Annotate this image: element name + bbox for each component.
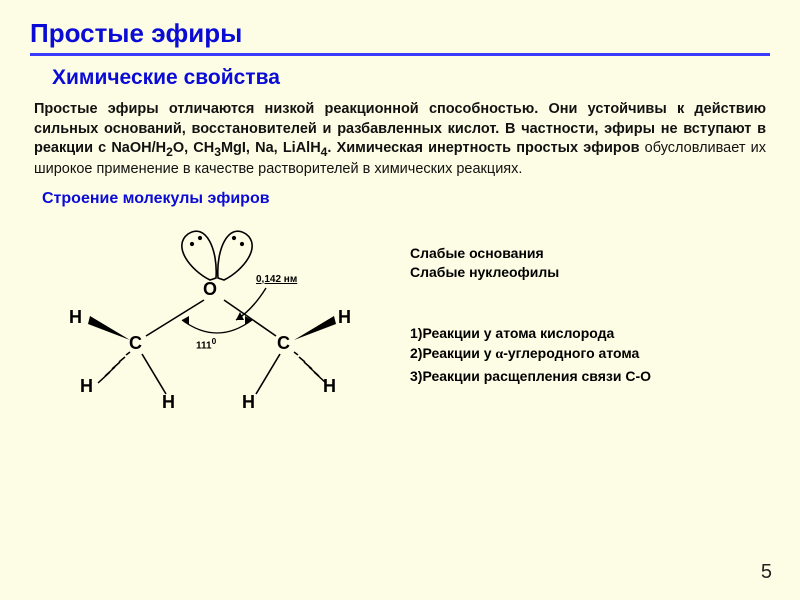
atom-h: H — [242, 392, 255, 413]
body-part2: O, CH — [173, 140, 214, 156]
wedge-bond-right-icon — [294, 316, 336, 340]
property-line-1: Слабые основания — [410, 244, 760, 264]
bond-c-h-left-icon — [142, 354, 166, 394]
angle-degree: 0 — [212, 336, 217, 346]
property-line-2: Слабые нуклеофилы — [410, 263, 760, 283]
atom-oxygen: O — [203, 279, 217, 300]
bond-o-c-left — [146, 300, 204, 336]
atom-h: H — [338, 307, 351, 328]
body-part4: . Химическая инертность простых эфиров — [327, 140, 644, 156]
reaction-item-1: 1)Реакции у атома кислорода — [410, 323, 760, 343]
atom-h: H — [80, 376, 93, 397]
lone-pair-lobes — [182, 231, 252, 280]
title-divider — [30, 53, 770, 56]
atom-h: H — [69, 307, 82, 328]
right-column: Слабые основания Слабые нуклеофилы 1)Реа… — [410, 244, 760, 386]
atom-carbon-right: C — [277, 333, 290, 354]
atom-h: H — [162, 392, 175, 413]
r2-pre: 2)Реакции у — [410, 345, 495, 361]
bond-length-label: 0,142 нм — [256, 274, 297, 285]
atom-carbon-left: C — [129, 333, 142, 354]
bond-angle-label: 1110 — [196, 336, 216, 351]
structure-subheading: Строение молекулы эфиров — [42, 190, 770, 208]
reaction-item-3: 3)Реакции расщепления связи С-О — [410, 366, 760, 386]
body-sub1: 2 — [166, 145, 173, 159]
hash-bond-left-icon — [98, 352, 130, 383]
atom-h: H — [323, 376, 336, 397]
reaction-item-2: 2)Реакции у α-углеродного атома — [410, 343, 760, 365]
bond-c-h-right-icon — [256, 354, 280, 394]
page-number: 5 — [761, 561, 772, 584]
hash-bond-right-icon — [294, 352, 326, 383]
r2-post: -углеродного атома — [503, 345, 639, 361]
bond-length-arrow-icon — [236, 288, 266, 320]
molecule-diagram: O C C H H H H H H 0,142 нм 1110 — [40, 224, 400, 434]
figure-area: O C C H H H H H H 0,142 нм 1110 Слабые о… — [30, 214, 770, 444]
body-paragraph: Простые эфиры отличаются низкой реакцион… — [34, 100, 766, 180]
page-title: Простые эфиры — [30, 18, 770, 49]
body-part3: MgI, Na, LiAlH — [221, 140, 321, 156]
angle-value: 111 — [196, 340, 212, 351]
wedge-bond-left-icon — [88, 316, 130, 340]
section-subtitle: Химические свойства — [52, 66, 770, 90]
body-sub2: 3 — [214, 145, 221, 159]
reaction-list: 1)Реакции у атома кислорода 2)Реакции у … — [410, 323, 760, 386]
